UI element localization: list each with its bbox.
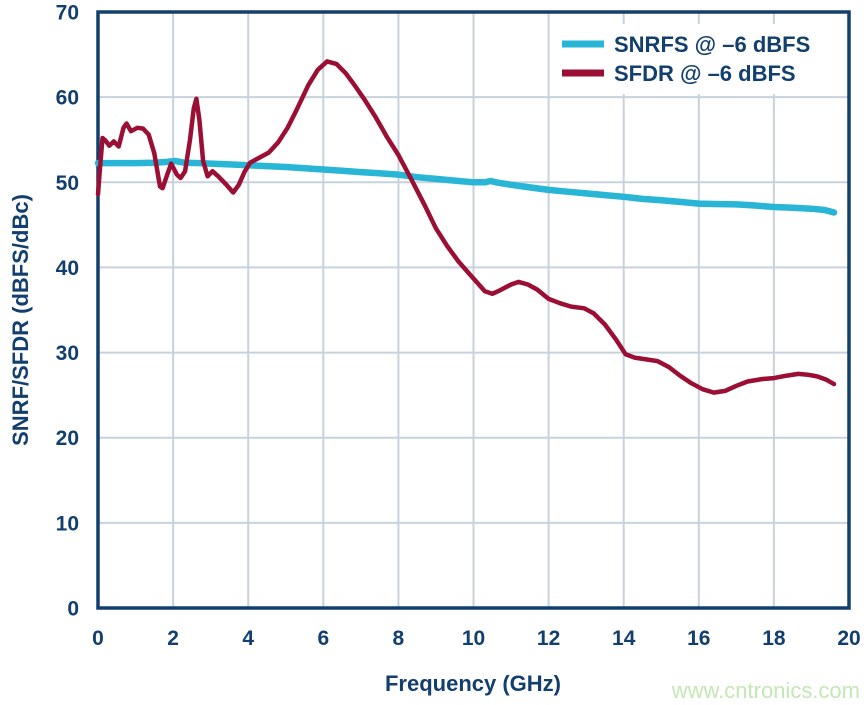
y-tick-label: 0 [67,598,79,621]
x-tick-label: 16 [687,627,710,650]
x-tick-label: 14 [612,627,636,650]
x-tick-label: 12 [537,627,560,650]
x-tick-label: 20 [837,627,860,650]
series-lines [94,59,838,395]
y-tick-label: 70 [56,2,79,25]
x-tick-label: 18 [762,627,786,650]
y-tick-label: 40 [56,257,79,280]
y-tick-label: 30 [56,342,79,365]
watermark-text: www.cntronics.com [671,678,860,703]
x-axis-title: Frequency (GHz) [385,671,561,696]
snrfs-series-line [94,157,838,216]
tick-labels: 0 2 4 6 8 10 12 14 16 18 20 0 10 20 30 40 50 60 70 [56,2,861,651]
legend-label-snrfs: SNRFS @ –6 dBFS [614,32,810,57]
y-tick-label: 60 [56,87,79,110]
y-tick-label: 50 [56,172,79,195]
x-tick-label: 4 [242,627,254,650]
y-tick-label: 10 [56,512,79,535]
legend-background [554,24,847,94]
x-tick-label: 0 [92,627,104,650]
x-tick-label: 8 [393,627,405,650]
y-axis-title: SNRF/SFDR (dBFS/dBc) [8,194,33,446]
y-tick-label: 20 [56,427,79,450]
x-tick-label: 6 [317,627,329,650]
legend-label-sfdr: SFDR @ –6 dBFS [614,61,796,86]
sfdr-series-line [95,59,837,395]
x-tick-label: 10 [462,627,485,650]
plot-frame [96,10,851,610]
x-tick-label: 2 [167,627,179,650]
gridlines [98,12,849,608]
legend: SNRFS @ –6 dBFS SFDR @ –6 dBFS [554,24,847,94]
